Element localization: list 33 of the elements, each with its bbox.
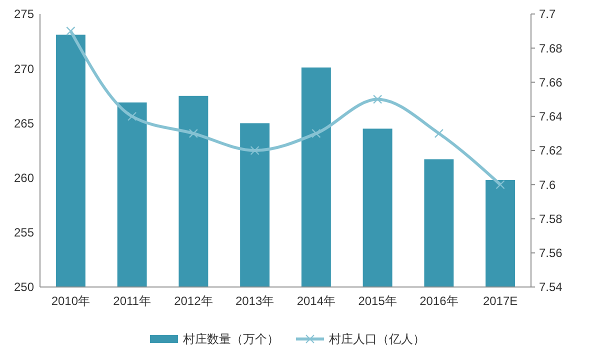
point bbox=[250, 146, 260, 156]
point bbox=[312, 128, 321, 138]
y2-tick-label: 7.7 bbox=[539, 7, 556, 22]
y2-tick-label: 7.64 bbox=[539, 110, 563, 124]
y2-tick-label: 7.6 bbox=[539, 178, 556, 192]
y-tick-label: 270 bbox=[14, 62, 34, 76]
y2-tick-label: 7.56 bbox=[539, 246, 563, 260]
x-tick-label: 2013年 bbox=[235, 294, 274, 308]
point bbox=[372, 94, 382, 104]
point bbox=[434, 128, 444, 138]
point bbox=[188, 128, 198, 138]
x-tick-label: 2011年 bbox=[113, 294, 151, 308]
y-tick-label: 265 bbox=[14, 116, 34, 130]
x-tick-label: 2012年 bbox=[174, 294, 213, 308]
y2-tick-label: 7.66 bbox=[539, 75, 563, 90]
y-tick-label: 250 bbox=[14, 280, 34, 294]
x-tick-label: 2010年 bbox=[51, 294, 90, 308]
y-tick-label: 275 bbox=[14, 7, 34, 22]
legend-label: 村庄人口（亿人） bbox=[328, 332, 425, 346]
y2-tick-label: 7.58 bbox=[539, 212, 563, 226]
x-tick-label: 2016年 bbox=[420, 294, 458, 308]
y2-tick-label: 7.54 bbox=[539, 280, 563, 294]
point bbox=[496, 180, 505, 190]
y2-tick-label: 7.62 bbox=[539, 144, 563, 158]
y-tick-label: 260 bbox=[14, 171, 34, 185]
point bbox=[127, 112, 137, 121]
point bbox=[66, 26, 76, 36]
y2-tick-label: 7.68 bbox=[539, 41, 563, 56]
x-tick-label: 2015年 bbox=[358, 294, 397, 308]
x-tick-label: 2014年 bbox=[296, 294, 336, 308]
legend-label: 村庄数量（万个） bbox=[182, 332, 279, 346]
y-tick-label: 255 bbox=[14, 226, 34, 240]
x-tick-label: 2017E bbox=[482, 294, 518, 308]
